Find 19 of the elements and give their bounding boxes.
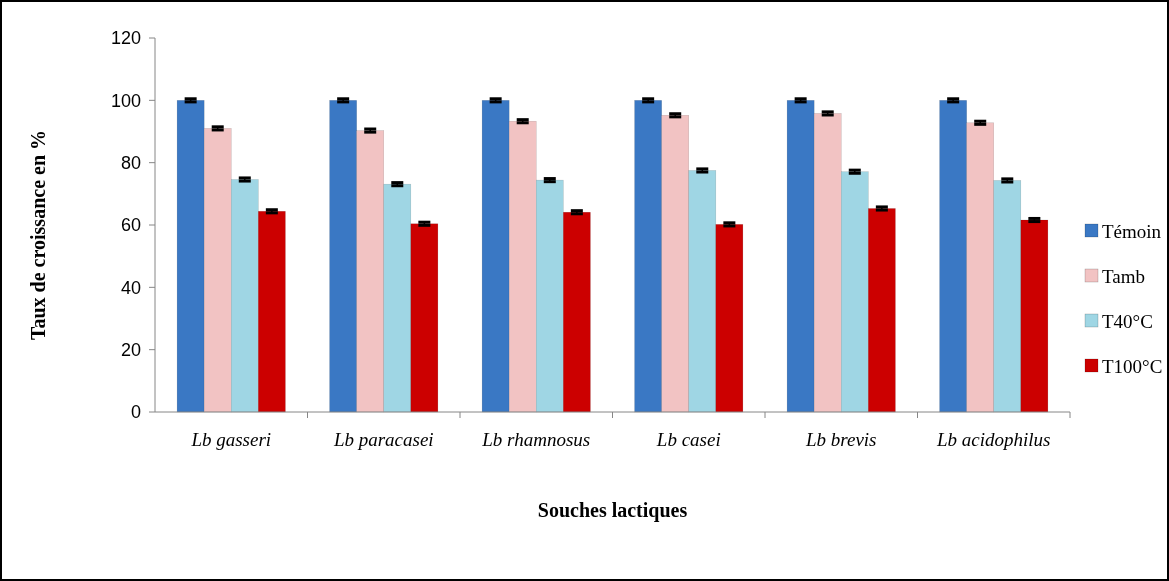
y-axis-title: Taux de croissance en %: [27, 129, 49, 341]
x-tick-label: Lb paracasei: [332, 429, 434, 450]
y-tick-label: 80: [120, 152, 141, 173]
y-tick-label: 100: [110, 90, 141, 111]
x-tick-label: Lb gasseri: [190, 429, 272, 450]
legend-label: Tamb: [1102, 265, 1145, 287]
y-tick-label: 20: [120, 339, 141, 360]
x-tick-label: Lb casei: [655, 429, 721, 450]
x-tick-label: Lb rhamnosus: [481, 429, 591, 450]
legend-label: T100°C: [1102, 355, 1163, 377]
legend-label: Témoin: [1102, 220, 1162, 242]
x-tick-label: Lb acidophilus: [936, 429, 1051, 450]
x-tick-label: Lb brevis: [804, 429, 877, 450]
y-tick-label: 120: [110, 28, 141, 49]
y-tick-label: 40: [120, 277, 141, 298]
y-tick-label: 0: [130, 402, 141, 423]
legend-label: T40°C: [1102, 310, 1153, 332]
x-axis-title: Souches lactiques: [537, 499, 688, 522]
y-tick-label: 60: [120, 215, 141, 236]
